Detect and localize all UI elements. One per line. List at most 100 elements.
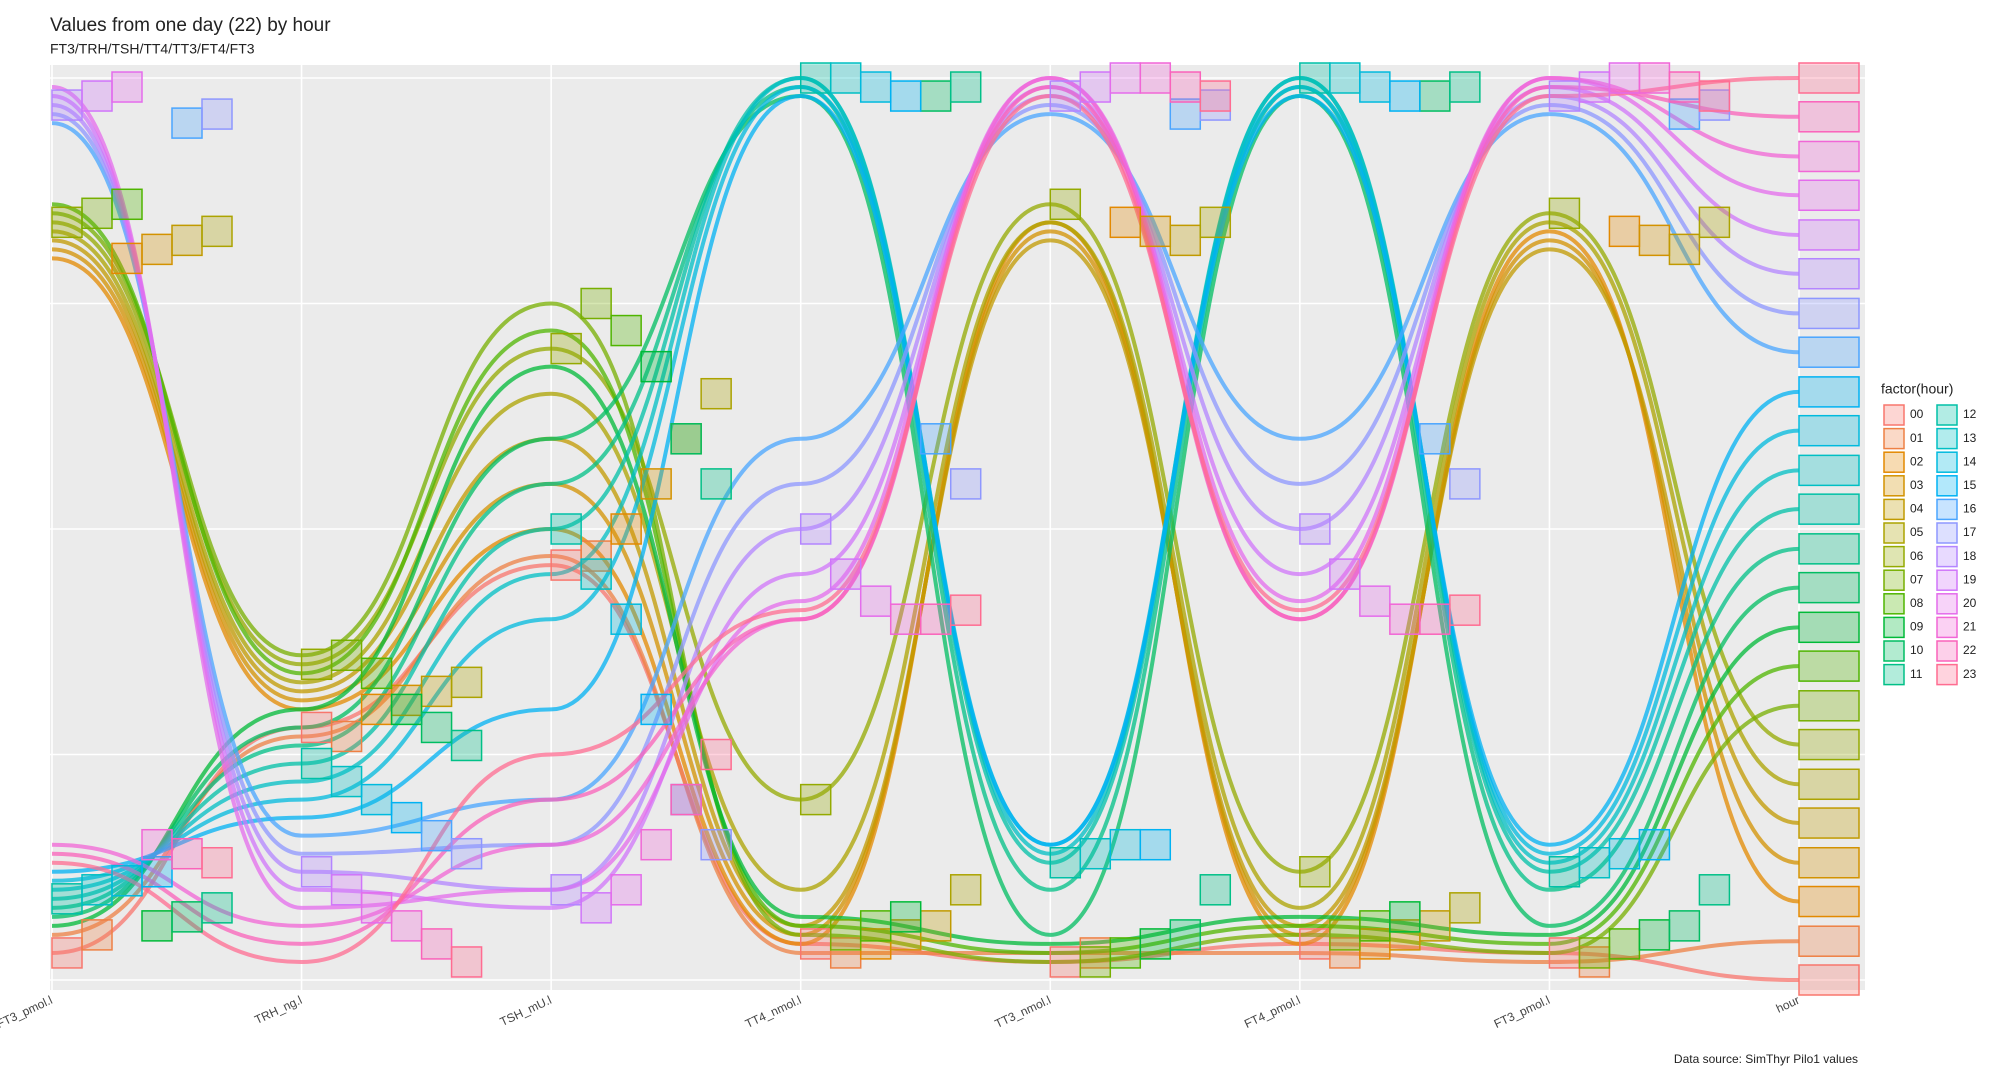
value-box [360,892,393,924]
value-box [580,540,612,572]
value-box [949,468,982,500]
value-box [829,919,862,951]
value-box [1638,224,1671,257]
value-box [1299,513,1331,545]
value-box [949,594,982,626]
value-box [919,603,952,635]
series-line [51,220,1800,910]
value-box [360,783,393,816]
value-box [1109,206,1142,239]
value-box [390,910,423,942]
legend-key [1883,545,1905,568]
value-box [829,937,862,969]
value-box [1548,937,1581,969]
legend-key [1936,640,1958,662]
value-box [1798,768,1860,801]
value-box [919,910,952,942]
value-box [829,62,862,94]
value-box [390,693,423,726]
legend-key [1883,498,1905,521]
legend-key [1936,498,1958,521]
legend-key [1936,522,1958,544]
value-box [171,107,203,139]
legend-label: 20 [1963,596,1977,610]
legend-key [1883,640,1905,662]
x-tick-label: FT4_pmol.l [1242,993,1302,1031]
value-box [1668,98,1701,130]
value-box [111,71,143,103]
legend-label: 19 [1963,572,1977,586]
value-box [81,80,113,112]
legend-label: 16 [1963,502,1977,516]
legend-label: 06 [1910,549,1924,563]
value-box [1389,80,1421,112]
value-box [1079,837,1112,870]
value-box [1668,71,1701,103]
legend-key [1883,593,1905,615]
legend-label: 13 [1963,431,1977,445]
x-tick-label: TRH_ng.l [252,993,304,1027]
value-box [360,657,393,690]
series-line [51,364,1800,946]
x-tick-label: FT3_pmol.l [1492,993,1552,1031]
value-box [141,828,173,861]
value-box [889,901,922,933]
legend-label: 04 [1910,502,1924,516]
value-box [420,928,453,960]
value-box [1139,215,1172,248]
value-box [330,874,363,906]
value-box [450,946,483,978]
value-box [859,71,892,103]
series-line [51,75,1800,928]
legend-title: factor(hour) [1881,381,1953,397]
value-box [1389,919,1421,951]
value-box [919,423,952,455]
value-box [1698,874,1731,906]
value-box [1638,828,1671,861]
x-tick-label: TT3_nmol.l [993,993,1053,1031]
value-box [1798,846,1860,879]
value-box [1798,885,1860,918]
value-box [1608,837,1641,870]
value-box [1798,571,1860,604]
value-box [201,98,233,130]
legend-label: 09 [1910,620,1924,634]
value-box [1199,206,1232,239]
value-box [171,224,203,257]
value-box [1139,62,1172,94]
value-box [1608,215,1641,248]
value-box [1698,89,1731,121]
value-box [1419,603,1451,635]
value-box [670,783,702,816]
legend-key [1936,663,1958,686]
value-box [799,513,832,545]
value-box [550,549,582,581]
value-box [859,585,892,617]
series-line [51,85,1800,910]
value-box [1668,233,1701,266]
legend-key [1883,451,1905,473]
value-box [1169,919,1202,951]
value-box [949,874,982,906]
value-box [1419,910,1451,942]
value-box [1548,856,1581,888]
series-line [51,75,1800,892]
value-box [1548,80,1581,112]
value-box [360,693,393,726]
value-box [81,919,113,951]
value-box [111,865,143,897]
value-box [829,558,862,590]
series-line [51,75,1800,901]
value-box [201,846,233,879]
value-box [171,901,203,933]
value-box [859,910,892,942]
legend-label: 12 [1963,407,1977,421]
value-box [580,892,612,924]
value-box [1449,892,1481,924]
value-box [1798,807,1860,839]
value-box [1698,206,1731,239]
legend-label: 02 [1910,454,1924,468]
value-box [1798,493,1860,525]
value-box [201,215,233,248]
